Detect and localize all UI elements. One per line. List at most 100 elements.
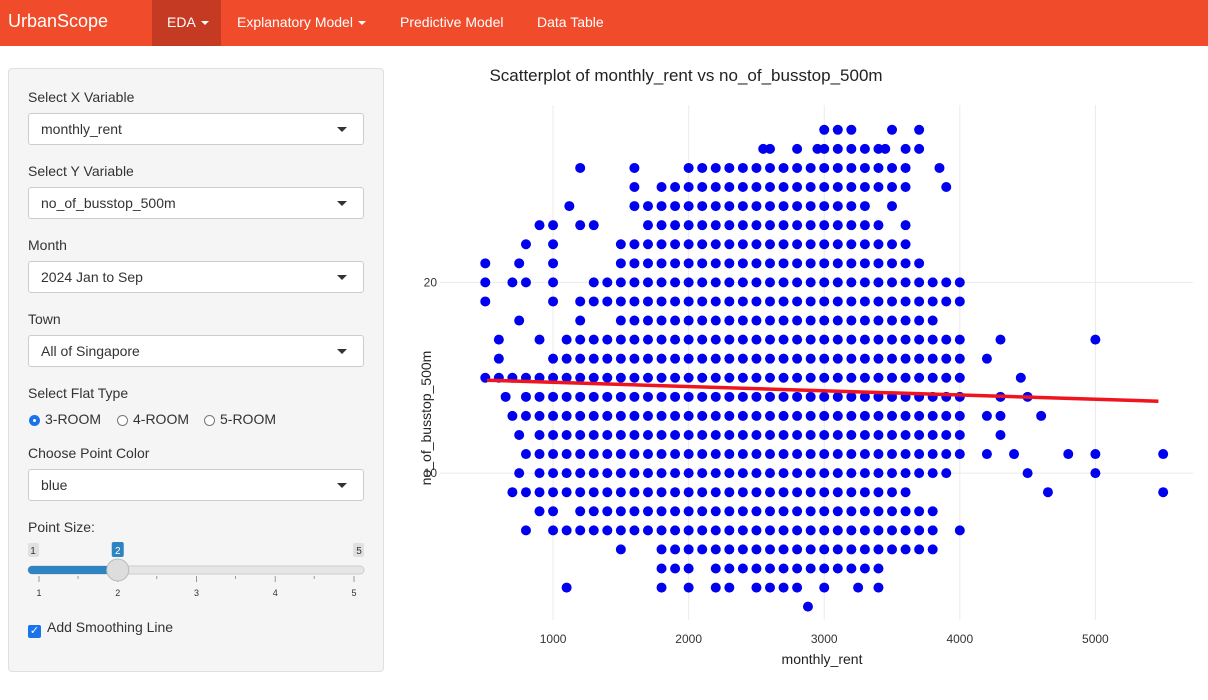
point	[792, 220, 803, 231]
point	[805, 258, 816, 269]
point	[792, 410, 803, 421]
point	[737, 468, 748, 479]
point	[737, 487, 748, 498]
point	[534, 334, 545, 345]
point	[670, 487, 681, 498]
nav-item[interactable]: EDA	[167, 14, 209, 30]
navbar: UrbanScope EDA Explanatory Model Predict…	[0, 0, 1208, 46]
point	[927, 277, 938, 288]
radio[interactable]: 3-ROOM	[29, 411, 101, 427]
point	[629, 315, 640, 326]
point	[656, 468, 667, 479]
point	[981, 449, 992, 460]
point	[873, 487, 884, 498]
point	[629, 258, 640, 269]
select[interactable]: no_of_busstop_500m	[28, 187, 364, 219]
radio[interactable]: 5-ROOM	[204, 411, 276, 427]
point	[575, 525, 586, 536]
point	[832, 296, 843, 307]
point	[737, 315, 748, 326]
point	[656, 220, 667, 231]
point	[873, 220, 884, 231]
point	[941, 353, 952, 364]
point	[914, 334, 925, 345]
point	[697, 277, 708, 288]
point	[751, 391, 762, 402]
point	[764, 429, 775, 440]
nav-item[interactable]: Data Table	[537, 14, 604, 30]
point	[873, 239, 884, 250]
point	[751, 563, 762, 574]
point	[900, 410, 911, 421]
slider[interactable]: 1 5 1 2 3 4 5 2	[0, 535, 384, 605]
point	[764, 296, 775, 307]
point	[724, 239, 735, 250]
point	[683, 525, 694, 536]
radio[interactable]: 4-ROOM	[117, 411, 189, 427]
point	[588, 449, 599, 460]
slider-max-badge	[353, 543, 364, 557]
point	[724, 487, 735, 498]
brand[interactable]: UrbanScope	[8, 11, 109, 31]
point	[778, 334, 789, 345]
point	[764, 563, 775, 574]
point	[615, 410, 626, 421]
point	[819, 487, 830, 498]
point	[792, 296, 803, 307]
point	[737, 429, 748, 440]
slider-min-badge	[28, 543, 39, 557]
point	[887, 162, 898, 173]
point	[615, 449, 626, 460]
point	[710, 429, 721, 440]
point	[819, 334, 830, 345]
point	[778, 182, 789, 193]
point	[520, 449, 531, 460]
select[interactable]: blue	[28, 469, 364, 501]
point	[602, 334, 613, 345]
point	[846, 162, 857, 173]
point	[751, 334, 762, 345]
nav-item[interactable]: Explanatory Model	[237, 14, 366, 30]
point	[900, 258, 911, 269]
point	[792, 582, 803, 593]
point	[900, 334, 911, 345]
point	[995, 429, 1006, 440]
point	[642, 525, 653, 536]
point	[819, 124, 830, 135]
checkbox[interactable]: ✓ Add Smoothing Line	[28, 619, 174, 638]
point	[615, 258, 626, 269]
point	[846, 220, 857, 231]
point	[710, 563, 721, 574]
point	[927, 468, 938, 479]
point	[642, 277, 653, 288]
point	[737, 277, 748, 288]
point	[737, 563, 748, 574]
point	[778, 277, 789, 288]
point	[954, 525, 965, 536]
point	[724, 410, 735, 421]
point	[697, 449, 708, 460]
point	[724, 468, 735, 479]
point	[764, 582, 775, 593]
point	[575, 353, 586, 364]
point	[859, 506, 870, 517]
point	[548, 372, 559, 383]
point	[873, 182, 884, 193]
point	[683, 487, 694, 498]
point	[1090, 334, 1101, 345]
point	[548, 487, 559, 498]
select[interactable]: All of Singapore	[28, 335, 364, 367]
point	[859, 391, 870, 402]
point	[697, 391, 708, 402]
select[interactable]: monthly_rent	[28, 113, 364, 145]
point	[561, 487, 572, 498]
point	[792, 353, 803, 364]
select-value: no_of_busstop_500m	[41, 195, 176, 211]
select[interactable]: 2024 Jan to Sep	[28, 261, 364, 293]
nav-item[interactable]: Predictive Model	[400, 14, 504, 30]
point	[670, 334, 681, 345]
point	[846, 353, 857, 364]
point	[819, 449, 830, 460]
point	[887, 353, 898, 364]
point	[859, 353, 870, 364]
